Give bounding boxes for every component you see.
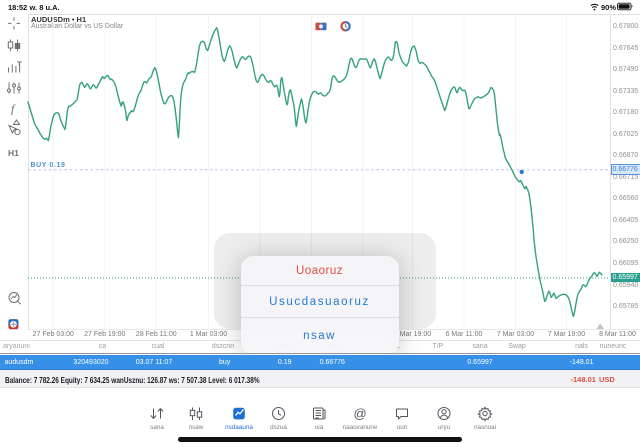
svg-text:f: f: [11, 102, 16, 116]
svg-text:@: @: [354, 406, 367, 421]
svg-text:H1: H1: [8, 148, 19, 158]
